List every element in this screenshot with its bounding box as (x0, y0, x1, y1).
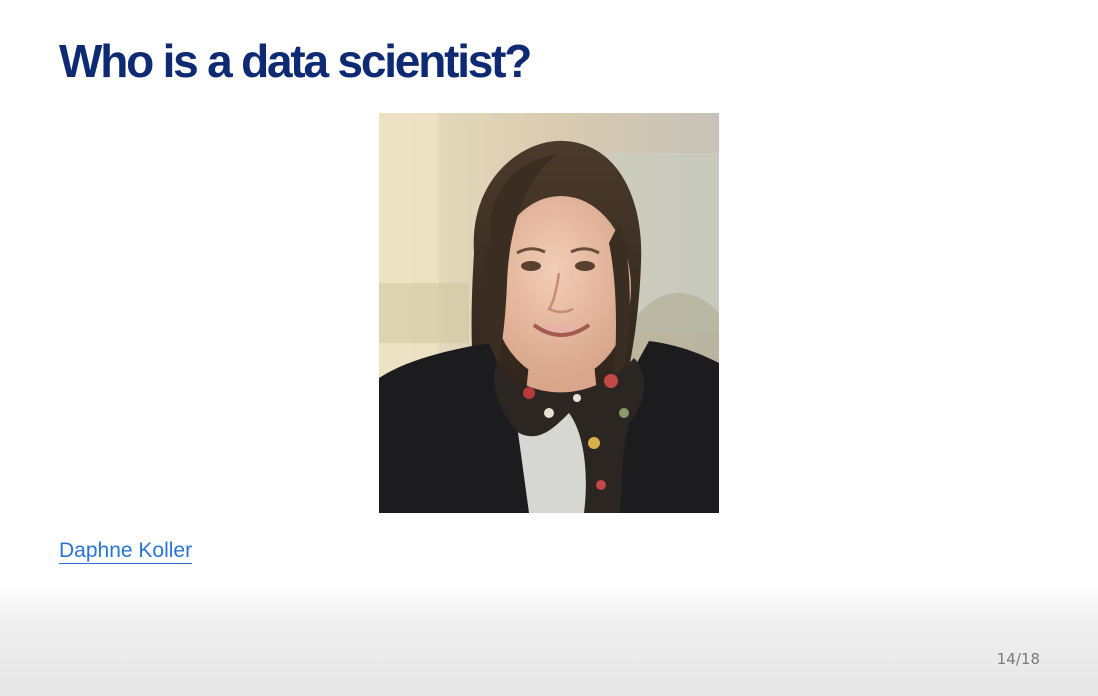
portrait-photo (379, 113, 719, 513)
page-number: 14/18 (996, 650, 1040, 668)
slide-title: Who is a data scientist? (59, 35, 532, 87)
daphne-koller-link[interactable]: Daphne Koller (59, 539, 193, 564)
slide-footer (0, 584, 1098, 696)
